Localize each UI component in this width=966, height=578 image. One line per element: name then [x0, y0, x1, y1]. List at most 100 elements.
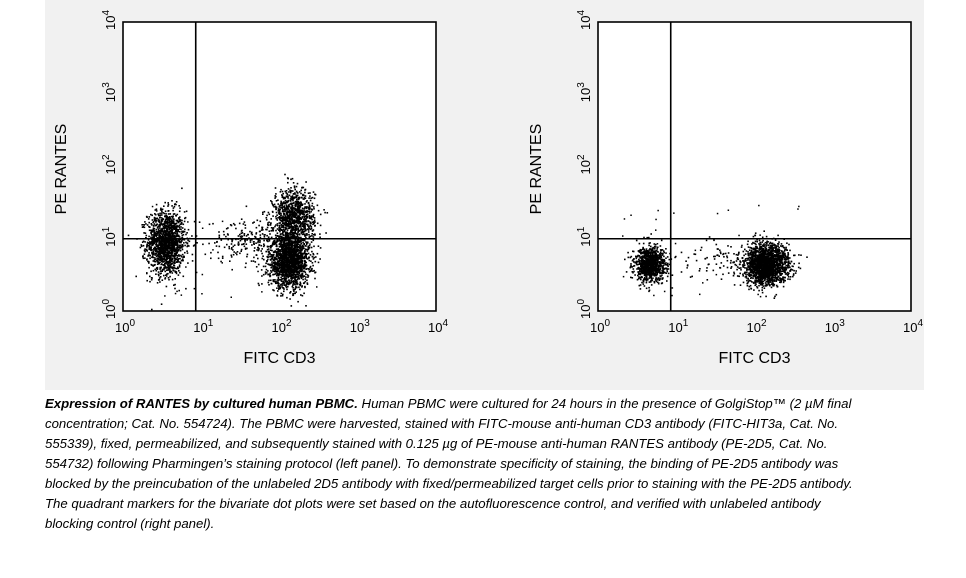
event-dot: [281, 286, 283, 288]
event-dot: [281, 226, 283, 228]
event-dot: [642, 247, 644, 250]
event-dot: [287, 200, 290, 202]
event-dot: [156, 240, 158, 242]
event-dot: [275, 251, 278, 253]
event-dot: [296, 260, 298, 263]
event-dot: [155, 269, 158, 272]
event-dot: [173, 260, 175, 263]
event-dot: [157, 273, 160, 276]
event-dot: [284, 214, 286, 217]
event-dot: [631, 277, 634, 279]
event-dot: [284, 272, 286, 275]
event-dot: [305, 305, 307, 307]
event-dot: [284, 268, 287, 271]
event-dot: [161, 229, 164, 231]
event-dot: [178, 254, 180, 256]
event-dot: [289, 240, 291, 242]
event-dot: [276, 248, 278, 251]
event-dot: [281, 219, 283, 222]
event-dot: [293, 235, 296, 237]
event-dot: [156, 282, 159, 284]
event-dot: [300, 274, 303, 277]
event-dot: [289, 191, 292, 194]
event-dot: [304, 206, 306, 208]
event-dot: [153, 216, 156, 219]
event-dot: [159, 268, 161, 270]
event-dot: [302, 218, 305, 221]
event-dot: [277, 260, 280, 263]
event-dot: [177, 274, 180, 276]
event-dot: [146, 272, 148, 275]
event-dot: [288, 260, 291, 263]
event-dot: [174, 267, 176, 270]
event-dot: [162, 230, 164, 232]
event-dot: [311, 255, 314, 258]
event-dot: [296, 256, 299, 258]
event-dot: [286, 270, 289, 272]
event-dot: [165, 213, 167, 215]
event-dot: [272, 204, 274, 206]
event-dot: [281, 271, 284, 274]
event-dot: [272, 227, 275, 229]
event-dot: [142, 255, 144, 258]
event-dot: [290, 187, 292, 189]
event-dot: [278, 258, 281, 260]
event-dot: [182, 244, 184, 247]
event-dot: [273, 258, 275, 261]
event-dot: [171, 251, 173, 253]
event-dot: [290, 251, 293, 253]
event-dot: [633, 264, 636, 267]
event-dot: [141, 224, 143, 226]
event-dot: [156, 250, 159, 252]
event-dot: [292, 182, 295, 184]
event-dot: [275, 243, 277, 245]
event-dot: [298, 283, 301, 286]
event-dot: [270, 254, 272, 256]
event-dot: [167, 266, 169, 269]
event-dot: [293, 275, 295, 278]
event-dot: [289, 298, 291, 300]
event-dot: [288, 215, 291, 217]
event-dot: [290, 227, 292, 229]
event-dot: [143, 232, 145, 234]
event-dot: [276, 245, 278, 248]
event-dot: [283, 283, 285, 285]
event-dot: [282, 210, 285, 213]
event-dot: [218, 234, 221, 237]
event-dot: [291, 206, 293, 209]
event-dot: [283, 258, 285, 260]
event-dot: [284, 274, 287, 277]
event-dot: [292, 231, 295, 234]
event-dot: [179, 244, 182, 247]
event-dot: [159, 253, 161, 256]
event-dot: [155, 210, 158, 212]
event-dot: [278, 253, 280, 256]
event-dot: [285, 233, 287, 236]
event-dot: [269, 272, 271, 275]
event-dot: [149, 241, 151, 243]
event-dot: [288, 204, 290, 206]
event-dot: [281, 196, 284, 198]
event-dot: [286, 242, 288, 244]
event-dot: [304, 278, 307, 280]
event-dot: [291, 280, 294, 283]
event-dot: [167, 213, 170, 215]
event-dot: [282, 267, 285, 270]
event-dot: [624, 258, 626, 261]
event-dot: [299, 212, 302, 214]
event-dot: [305, 206, 308, 208]
event-dot: [276, 294, 278, 297]
event-dot: [288, 249, 291, 252]
event-dot: [171, 236, 173, 238]
event-dot: [277, 255, 279, 257]
event-dot: [164, 248, 167, 251]
event-dot: [291, 236, 294, 238]
event-dot: [313, 206, 315, 208]
event-dot: [308, 259, 311, 262]
event-dot: [285, 204, 288, 206]
event-dot: [168, 267, 171, 270]
event-dot: [287, 222, 290, 224]
event-dot: [312, 264, 314, 267]
event-dot: [281, 204, 283, 207]
event-dot: [307, 202, 310, 204]
